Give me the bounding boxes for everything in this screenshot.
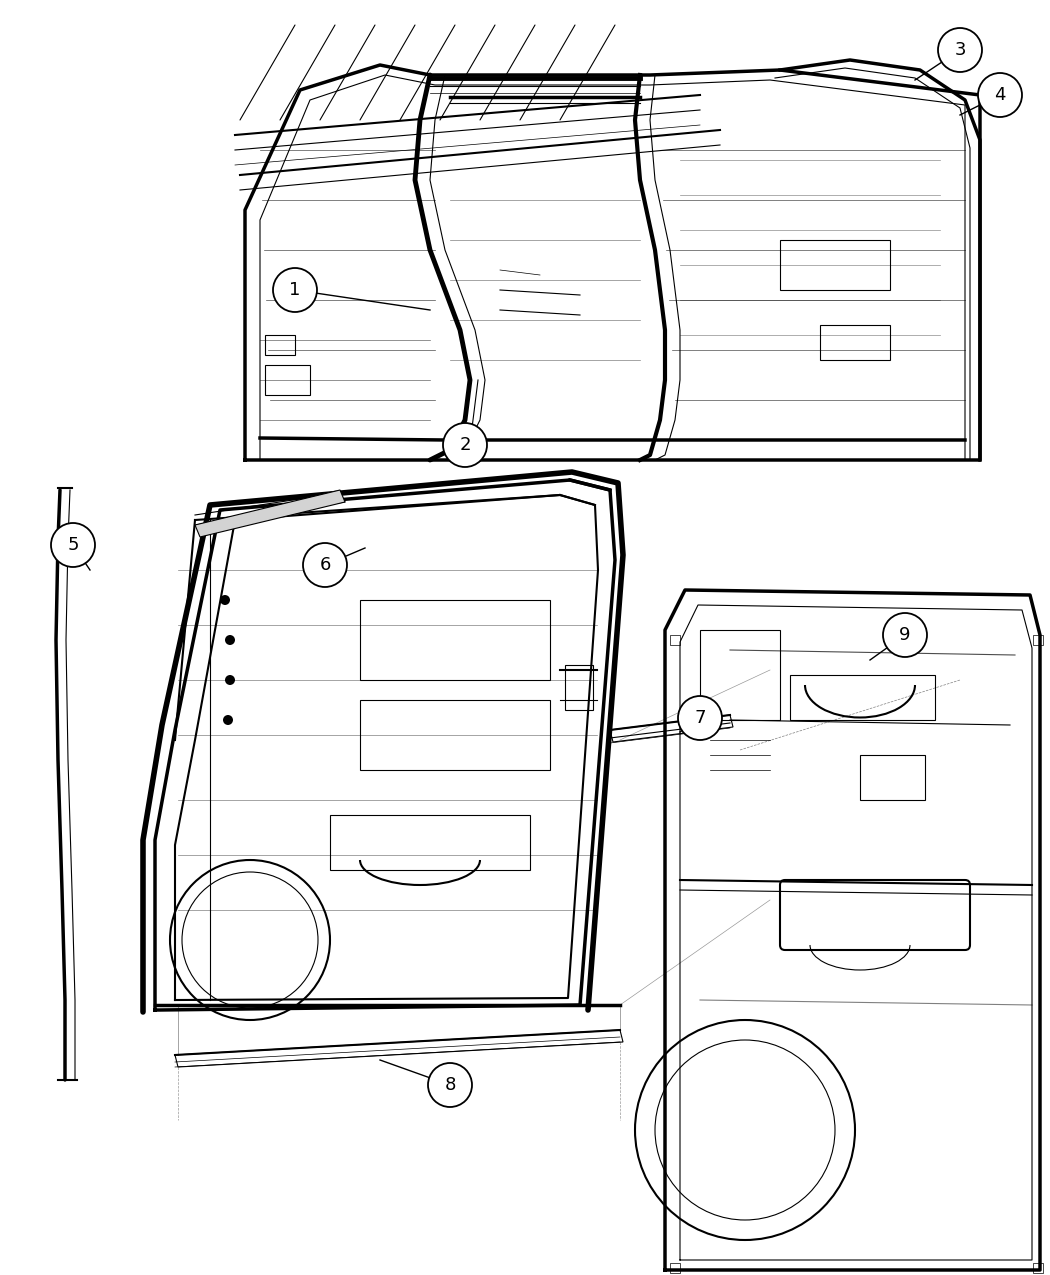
Bar bbox=[565, 666, 593, 710]
Bar bbox=[670, 1264, 680, 1272]
Circle shape bbox=[220, 595, 230, 606]
Bar bbox=[1033, 1264, 1043, 1272]
Text: 4: 4 bbox=[994, 85, 1006, 105]
Text: 9: 9 bbox=[899, 626, 910, 644]
Circle shape bbox=[51, 523, 94, 567]
Circle shape bbox=[225, 635, 235, 645]
Bar bbox=[265, 365, 310, 395]
Circle shape bbox=[678, 696, 722, 740]
Bar bbox=[670, 635, 680, 645]
Bar bbox=[360, 601, 550, 680]
Circle shape bbox=[883, 613, 927, 657]
Bar bbox=[860, 755, 925, 799]
Text: 8: 8 bbox=[444, 1076, 456, 1094]
Circle shape bbox=[273, 268, 317, 312]
Bar bbox=[790, 674, 934, 720]
Circle shape bbox=[978, 73, 1022, 117]
Circle shape bbox=[938, 28, 982, 71]
Bar bbox=[780, 240, 890, 289]
Circle shape bbox=[225, 674, 235, 685]
Polygon shape bbox=[195, 490, 345, 537]
Bar bbox=[360, 700, 550, 770]
Bar bbox=[820, 325, 890, 360]
Circle shape bbox=[303, 543, 346, 586]
Text: 2: 2 bbox=[459, 436, 470, 454]
Bar bbox=[265, 335, 295, 354]
Text: 6: 6 bbox=[319, 556, 331, 574]
Bar bbox=[330, 815, 530, 870]
Text: 3: 3 bbox=[954, 41, 966, 59]
Circle shape bbox=[428, 1063, 472, 1107]
Text: 5: 5 bbox=[67, 536, 79, 555]
Bar bbox=[700, 630, 780, 720]
Text: 7: 7 bbox=[694, 709, 706, 727]
Bar bbox=[1033, 635, 1043, 645]
Circle shape bbox=[223, 715, 233, 725]
Circle shape bbox=[443, 423, 487, 467]
Text: 1: 1 bbox=[290, 280, 300, 300]
